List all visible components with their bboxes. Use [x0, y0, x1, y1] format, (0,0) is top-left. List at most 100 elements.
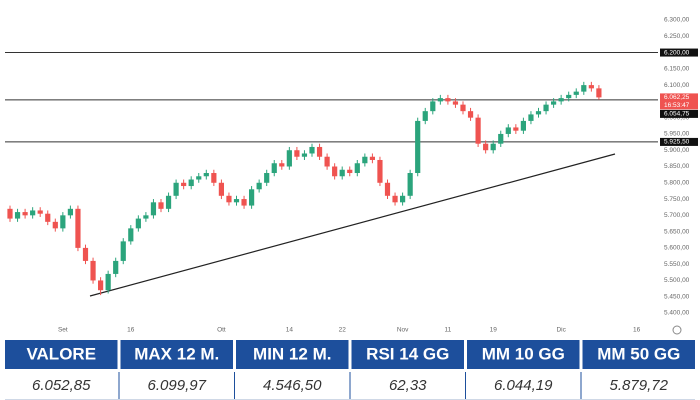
candle-body — [513, 127, 519, 131]
x-tick-label: 22 — [339, 327, 347, 334]
candle-body — [286, 150, 292, 167]
candle-body — [211, 173, 217, 183]
candle-body — [113, 260, 119, 274]
x-tick-label: 16 — [127, 327, 135, 334]
candle-body — [309, 146, 315, 154]
candle-body — [588, 85, 594, 89]
candle-body — [543, 104, 549, 112]
candle-body — [90, 260, 96, 281]
candle-body — [407, 173, 413, 196]
candle-body — [30, 210, 36, 216]
x-tick-label: 11 — [445, 327, 452, 334]
candle-body — [460, 104, 466, 112]
candle-body — [67, 208, 73, 216]
candle-body — [400, 195, 406, 203]
candle-body — [7, 208, 13, 219]
candle-body — [14, 212, 21, 219]
table-header: MAX 12 M. — [134, 344, 219, 363]
candle-body — [558, 98, 564, 102]
y-tick-label: 5.750,00 — [664, 196, 690, 203]
level-label: 6.200,00 — [664, 49, 690, 56]
y-tick-label: 5.450,00 — [664, 293, 690, 300]
candle-body — [279, 163, 285, 167]
candle-body — [475, 117, 481, 144]
level-label-box — [660, 109, 698, 118]
candle-body — [392, 195, 398, 203]
candle-body — [535, 111, 542, 115]
candle-body — [551, 101, 557, 105]
candle-body — [384, 182, 391, 196]
y-tick-label: 5.600,00 — [664, 245, 690, 252]
candle-body — [98, 280, 104, 291]
candle-body — [498, 133, 504, 144]
table-header-cell — [120, 340, 233, 369]
table-header-cell — [236, 340, 349, 369]
candle-body — [135, 218, 141, 229]
candle-body — [566, 94, 572, 99]
y-tick-label: 5.950,00 — [664, 131, 690, 138]
settings-icon[interactable] — [672, 325, 682, 335]
candle-body — [354, 163, 360, 174]
candle-body — [226, 195, 232, 203]
level-label: 5.925,50 — [664, 139, 690, 146]
trend-line — [89, 153, 616, 297]
candle-body — [82, 247, 89, 261]
candle-body — [437, 98, 443, 102]
candle-body — [150, 202, 157, 216]
candle-body — [505, 127, 511, 134]
candle-body — [528, 114, 534, 121]
candle-body — [120, 241, 126, 261]
candle-body — [324, 156, 330, 167]
y-tick-label: 5.850,00 — [664, 163, 690, 170]
candle-body — [52, 221, 58, 229]
level-label: 6.054,75 — [664, 111, 690, 118]
candle-body — [301, 153, 308, 157]
table-header: MIN 12 M. — [253, 344, 331, 363]
table-value: 6.052,85 — [32, 377, 91, 394]
candle-body — [452, 101, 459, 105]
candle-body — [218, 182, 224, 196]
table-header: MM 10 GG — [482, 344, 565, 363]
table-value: 62,33 — [389, 377, 427, 394]
candle-body — [105, 273, 111, 291]
table-value: 6.099,97 — [148, 377, 207, 394]
candle-body — [196, 176, 202, 180]
candle-body — [467, 111, 474, 118]
candle-body — [45, 213, 51, 222]
candle-body — [165, 195, 172, 209]
candle-body — [422, 111, 428, 121]
candle-body — [483, 143, 489, 151]
candle-body — [271, 163, 277, 174]
x-tick-label: 19 — [490, 327, 498, 334]
x-tick-label: Set — [58, 327, 68, 334]
candle-body — [188, 179, 194, 187]
level-label-box — [660, 137, 698, 146]
y-tick-label: 5.800,00 — [664, 179, 690, 186]
table-header: MM 50 GG — [597, 344, 680, 363]
last-price-box — [660, 93, 698, 110]
candle-body — [173, 182, 179, 196]
table-value: 5.879,72 — [610, 377, 669, 394]
table-header-cell — [582, 340, 695, 369]
candle-body — [347, 169, 353, 174]
candle-body — [233, 199, 240, 203]
candle-body — [573, 91, 579, 95]
candle-body — [415, 120, 421, 174]
candle-body — [581, 85, 587, 92]
y-tick-label: 5.500,00 — [664, 277, 690, 284]
candle-body — [520, 120, 526, 131]
candle-body — [60, 215, 66, 229]
y-tick-label: 5.700,00 — [664, 212, 690, 219]
candle-body — [294, 150, 300, 157]
candle-body — [241, 199, 247, 206]
candle-body — [158, 202, 164, 209]
y-tick-label: 6.300,00 — [664, 17, 690, 24]
y-tick-label: 5.400,00 — [664, 310, 690, 317]
table-header-cell — [5, 340, 118, 369]
candle-body — [490, 143, 496, 151]
candle-body — [377, 159, 383, 183]
table-header: VALORE — [26, 344, 96, 363]
x-tick-label: 16 — [633, 327, 641, 334]
table-value: 6.044,19 — [494, 377, 553, 394]
